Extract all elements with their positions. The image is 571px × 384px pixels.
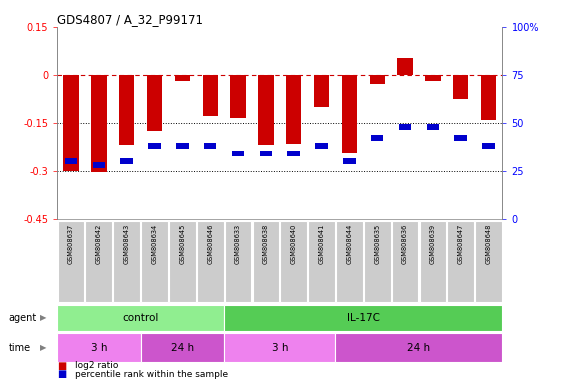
Bar xyxy=(258,75,274,145)
Text: GSM808640: GSM808640 xyxy=(291,224,297,264)
FancyBboxPatch shape xyxy=(447,220,474,302)
Text: time: time xyxy=(9,343,31,353)
Text: 24 h: 24 h xyxy=(408,343,431,353)
Bar xyxy=(260,151,272,157)
FancyBboxPatch shape xyxy=(57,333,140,362)
Text: percentile rank within the sample: percentile rank within the sample xyxy=(75,370,228,379)
Text: ■: ■ xyxy=(57,369,66,379)
FancyBboxPatch shape xyxy=(224,220,251,302)
Text: ▶: ▶ xyxy=(39,313,46,322)
FancyBboxPatch shape xyxy=(392,220,419,302)
Bar xyxy=(343,158,356,164)
Bar xyxy=(63,75,79,171)
Bar xyxy=(93,162,105,168)
Bar xyxy=(175,75,190,81)
Bar xyxy=(91,75,107,172)
Bar xyxy=(147,75,162,131)
Bar xyxy=(204,143,216,149)
Text: GSM808635: GSM808635 xyxy=(374,224,380,264)
Text: 24 h: 24 h xyxy=(171,343,194,353)
FancyBboxPatch shape xyxy=(475,220,502,302)
Text: GSM808648: GSM808648 xyxy=(485,224,492,264)
Bar xyxy=(371,136,384,141)
Bar xyxy=(369,75,385,84)
Text: GSM808642: GSM808642 xyxy=(96,224,102,264)
Text: GSM808634: GSM808634 xyxy=(151,224,158,264)
Text: GSM808638: GSM808638 xyxy=(263,224,269,264)
Bar xyxy=(119,75,134,145)
Bar xyxy=(232,151,244,157)
Text: control: control xyxy=(122,313,159,323)
Bar xyxy=(315,143,328,149)
FancyBboxPatch shape xyxy=(252,220,279,302)
Text: GSM808646: GSM808646 xyxy=(207,224,213,264)
Bar xyxy=(286,75,301,144)
Text: agent: agent xyxy=(9,313,37,323)
Text: GSM808643: GSM808643 xyxy=(124,224,130,264)
Bar xyxy=(230,75,246,118)
Text: GSM808647: GSM808647 xyxy=(458,224,464,264)
Bar xyxy=(425,75,441,81)
Text: GSM808636: GSM808636 xyxy=(402,224,408,264)
Text: ■: ■ xyxy=(57,361,66,371)
FancyBboxPatch shape xyxy=(308,220,335,302)
Bar xyxy=(314,75,329,107)
Bar xyxy=(341,75,357,153)
Text: GSM808637: GSM808637 xyxy=(68,224,74,264)
Bar xyxy=(65,158,77,164)
Text: IL-17C: IL-17C xyxy=(347,313,380,323)
Text: GSM808633: GSM808633 xyxy=(235,224,241,264)
Text: 3 h: 3 h xyxy=(91,343,107,353)
FancyBboxPatch shape xyxy=(224,333,335,362)
FancyBboxPatch shape xyxy=(140,333,224,362)
FancyBboxPatch shape xyxy=(197,220,224,302)
Text: GDS4807 / A_32_P99171: GDS4807 / A_32_P99171 xyxy=(57,13,203,26)
Bar xyxy=(148,143,161,149)
FancyBboxPatch shape xyxy=(336,220,363,302)
Bar xyxy=(427,124,439,130)
Text: 3 h: 3 h xyxy=(272,343,288,353)
Text: GSM808639: GSM808639 xyxy=(430,224,436,264)
Text: GSM808641: GSM808641 xyxy=(319,224,324,264)
FancyBboxPatch shape xyxy=(113,220,140,302)
FancyBboxPatch shape xyxy=(169,220,196,302)
FancyBboxPatch shape xyxy=(280,220,307,302)
FancyBboxPatch shape xyxy=(364,220,391,302)
FancyBboxPatch shape xyxy=(420,220,447,302)
FancyBboxPatch shape xyxy=(335,333,502,362)
Bar xyxy=(203,75,218,116)
FancyBboxPatch shape xyxy=(58,220,85,302)
Bar xyxy=(399,124,411,130)
Bar xyxy=(481,75,496,120)
Bar xyxy=(455,136,467,141)
Bar xyxy=(397,58,413,75)
Bar xyxy=(453,75,468,99)
FancyBboxPatch shape xyxy=(57,305,224,331)
FancyBboxPatch shape xyxy=(224,305,502,331)
Text: ▶: ▶ xyxy=(39,343,46,352)
FancyBboxPatch shape xyxy=(141,220,168,302)
Bar xyxy=(120,158,133,164)
Text: GSM808645: GSM808645 xyxy=(179,224,186,264)
Text: log2 ratio: log2 ratio xyxy=(75,361,119,371)
Bar xyxy=(287,151,300,157)
Bar xyxy=(482,143,495,149)
Bar xyxy=(176,143,188,149)
FancyBboxPatch shape xyxy=(86,220,112,302)
Text: GSM808644: GSM808644 xyxy=(347,224,352,264)
